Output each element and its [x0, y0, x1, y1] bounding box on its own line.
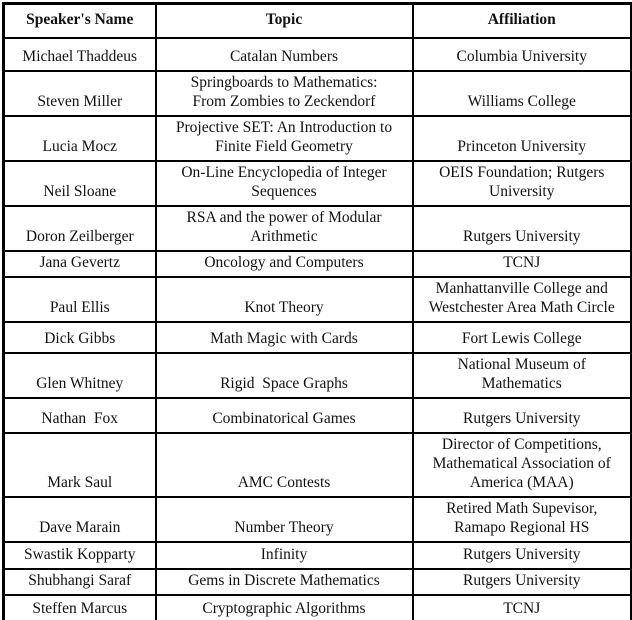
cell-affiliation: Manhattanville College and Westchester A… — [411, 276, 632, 323]
cell-speaker-name: Jana Gevertz — [2, 250, 157, 278]
table-row: Glen Whitney Rigid Space Graphs National M… — [2, 352, 632, 399]
table-row: Swastik Kopparty Infinity Rutgers Universi… — [2, 541, 632, 570]
cell-topic: Oncology and Computers — [154, 250, 414, 278]
cell-affiliation: Director of Competitions, Mathematical A… — [411, 432, 632, 498]
cell-affiliation: Columbia University — [411, 37, 632, 72]
table-row: Paul Ellis Knot Theory Manhattanville Coll… — [2, 276, 632, 323]
cell-affiliation: National Museum of Mathematics — [411, 352, 632, 399]
cell-speaker-name: Dave Marain — [2, 496, 157, 543]
cell-affiliation: Fort Lewis College — [411, 321, 632, 354]
cell-topic: Catalan Numbers — [154, 37, 414, 72]
cell-topic: Gems in Discrete Mathematics — [154, 568, 414, 596]
table-row: Dave Marain Number Theory Retired Math Sup… — [2, 496, 632, 543]
cell-affiliation: Rutgers University — [411, 568, 632, 596]
cell-speaker-name: Swastik Kopparty — [2, 541, 157, 570]
cell-affiliation: Rutgers University — [411, 205, 632, 252]
cell-topic: Rigid Space Graphs — [154, 352, 414, 399]
cell-topic: Cryptographic Algorithms — [154, 594, 414, 620]
header-row: Speaker's Name Topic Affiliation — [2, 2, 632, 39]
cell-speaker-name: Michael Thaddeus — [2, 37, 157, 72]
cell-affiliation: TCNJ — [411, 250, 632, 278]
cell-speaker-name: Dick Gibbs — [2, 321, 157, 354]
cell-topic: Knot Theory — [154, 276, 414, 323]
table-row: Michael Thaddeus Catalan Numbers Columbia … — [2, 37, 632, 72]
cell-speaker-name: Neil Sloane — [2, 160, 157, 207]
column-header-topic: Topic — [154, 2, 414, 39]
cell-speaker-name: Glen Whitney — [2, 352, 157, 399]
table-row: Shubhangi Saraf Gems in Discrete Mathemat… — [2, 568, 632, 596]
cell-affiliation: Retired Math Supevisor, Ramapo Regional … — [411, 496, 632, 543]
cell-topic: Infinity — [154, 541, 414, 570]
cell-affiliation: Rutgers University — [411, 541, 632, 570]
cell-topic: Math Magic with Cards — [154, 321, 414, 354]
table-row: Nathan Fox Combinatorical Games Rutgers Un… — [2, 397, 632, 434]
table-row: Jana Gevertz Oncology and Computers TCNJ — [2, 250, 632, 278]
cell-speaker-name: Doron Zeilberger — [2, 205, 157, 252]
table-body: Michael Thaddeus Catalan Numbers Columbia … — [2, 37, 632, 620]
cell-topic: On-Line Encyclopedia of Integer Sequence… — [154, 160, 414, 207]
table-row: Lucia Mocz Projective SET: An Introductio… — [2, 115, 632, 162]
cell-topic: Combinatorical Games — [154, 397, 414, 434]
table-row: Doron Zeilberger RSA and the power of Mod… — [2, 205, 632, 252]
table-row: Steffen Marcus Cryptographic Algorithms TC… — [2, 594, 632, 620]
cell-speaker-name: Steffen Marcus — [2, 594, 157, 620]
cell-topic: AMC Contests — [154, 432, 414, 498]
cell-speaker-name: Lucia Mocz — [2, 115, 157, 162]
cell-affiliation: Williams College — [411, 70, 632, 117]
column-header-speaker-name: Speaker's Name — [2, 2, 157, 39]
cell-speaker-name: Steven Miller — [2, 70, 157, 117]
cell-speaker-name: Shubhangi Saraf — [2, 568, 157, 596]
cell-speaker-name: Paul Ellis — [2, 276, 157, 323]
cell-speaker-name: Mark Saul — [2, 432, 157, 498]
table-row: Neil Sloane On-Line Encyclopedia of Integ… — [2, 160, 632, 207]
cell-affiliation: Princeton University — [411, 115, 632, 162]
cell-speaker-name: Nathan Fox — [2, 397, 157, 434]
cell-affiliation: OEIS Foundation; Rutgers University — [411, 160, 632, 207]
cell-affiliation: Rutgers University — [411, 397, 632, 434]
table-row: Dick Gibbs Math Magic with Cards Fort Lewi… — [2, 321, 632, 354]
cell-affiliation: TCNJ — [411, 594, 632, 620]
cell-topic: Springboards to Mathematics: From Zombie… — [154, 70, 414, 117]
table-row: Mark Saul AMC Contests Director of Competi… — [2, 432, 632, 498]
cell-topic: Projective SET: An Introduction to Finit… — [154, 115, 414, 162]
cell-topic: Number Theory — [154, 496, 414, 543]
table-row: Steven Miller Springboards to Mathematics… — [2, 70, 632, 117]
cell-topic: RSA and the power of Modular Arithmetic — [154, 205, 414, 252]
column-header-affiliation: Affiliation — [411, 2, 632, 39]
